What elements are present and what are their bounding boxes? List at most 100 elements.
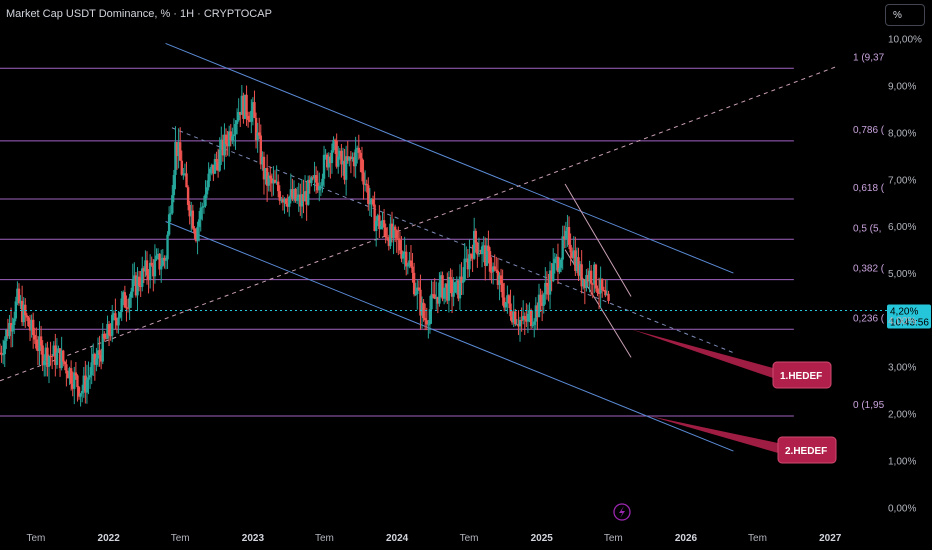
candle-body (17, 288, 21, 304)
candle-body (455, 280, 458, 283)
candle-body (98, 350, 101, 355)
candle-body (22, 304, 25, 323)
candle-body (602, 289, 605, 291)
x-tick-label: Tem (171, 533, 190, 544)
candle-body (265, 168, 269, 186)
y-tick-label: 5,00% (888, 269, 916, 280)
candle-body (458, 276, 462, 299)
candle-body (480, 246, 484, 255)
candle-body (299, 194, 302, 207)
candle-body (259, 135, 263, 165)
candle-body (158, 253, 161, 270)
candle-body (417, 287, 421, 290)
candle-body (196, 226, 199, 241)
candle-body (139, 286, 142, 288)
candle-body (601, 278, 604, 290)
candle-body (161, 257, 165, 266)
candle-body (318, 185, 321, 191)
candle-body (525, 318, 528, 322)
candle-body (368, 203, 372, 205)
candle-body (465, 258, 468, 260)
candle-body (221, 139, 225, 156)
candle-body (599, 278, 602, 294)
candle-body (286, 203, 289, 207)
candle-body (150, 262, 153, 266)
candle-body (55, 352, 59, 366)
candle-body (14, 301, 18, 319)
candle-body (57, 348, 60, 353)
candle-body (416, 287, 419, 295)
x-tick-label: Tem (460, 533, 479, 544)
candle-body (229, 131, 232, 141)
candle-body (142, 268, 146, 272)
candle-body (471, 254, 474, 259)
y-tick-label: 4,00% (888, 316, 916, 327)
candle-body (8, 323, 11, 337)
candle-body (109, 335, 112, 337)
candle-body (65, 364, 68, 374)
candle-body (332, 139, 335, 151)
candle-body (3, 340, 6, 355)
candle-body (77, 387, 81, 397)
candle-body (488, 251, 492, 272)
candle-body (484, 245, 487, 266)
candle-body (283, 198, 286, 203)
candle-body (95, 358, 98, 365)
trendline-mid (171, 127, 734, 354)
candle-body (419, 289, 422, 316)
candle-body (504, 302, 507, 308)
candle-body (172, 174, 176, 196)
candle-body (253, 102, 256, 118)
candle-body (5, 329, 8, 341)
candle-body (564, 230, 568, 239)
candle-body (393, 226, 397, 231)
candle-body (397, 238, 400, 241)
candle-body (27, 317, 30, 327)
fibonacci-levels: 1 (9,37 0,786 (0,618 (0,5 (5, 0,382 (0,236… (0, 52, 885, 417)
lightning-icon[interactable] (613, 503, 631, 521)
candle-body (313, 175, 316, 179)
candle-body (242, 95, 245, 119)
candle-body (401, 254, 405, 259)
candle-body (125, 307, 128, 309)
target-box (777, 436, 837, 464)
targets: 1.HEDEF 2.HEDEF (631, 329, 837, 464)
candle-body (411, 266, 414, 273)
candle-body (106, 324, 109, 339)
candle-body (469, 254, 473, 256)
candle-body (363, 183, 367, 185)
candle-body (38, 336, 41, 351)
candle-body (183, 173, 187, 175)
candle-body (472, 230, 476, 259)
candle-body (104, 338, 108, 340)
candle-body (457, 280, 460, 299)
candle-body (120, 298, 123, 312)
candle-body (163, 257, 166, 261)
x-tick-label: Tem (604, 533, 623, 544)
candle-body (11, 324, 14, 332)
candle-body (117, 317, 120, 326)
candle-body (439, 275, 443, 283)
candle-body (112, 313, 116, 315)
candle-body (605, 293, 609, 296)
candle-body (207, 173, 210, 188)
candle-body (537, 294, 541, 318)
candle-body (284, 198, 288, 204)
trendline-diagonal (0, 66, 836, 382)
candle-body (291, 189, 294, 199)
candle-body (210, 164, 214, 169)
candle-body (227, 131, 231, 147)
candle-body (322, 154, 326, 179)
candle-body (69, 368, 73, 384)
candle-body (503, 297, 506, 308)
candle-body (141, 268, 144, 287)
candle-body (310, 177, 313, 183)
percent-scale-button[interactable]: % (885, 4, 925, 26)
candle-body (174, 141, 177, 175)
candle-body (289, 189, 293, 197)
candle-body (88, 375, 92, 378)
candle-body (586, 275, 590, 282)
candle-body (264, 168, 267, 180)
candle-body (485, 245, 489, 266)
